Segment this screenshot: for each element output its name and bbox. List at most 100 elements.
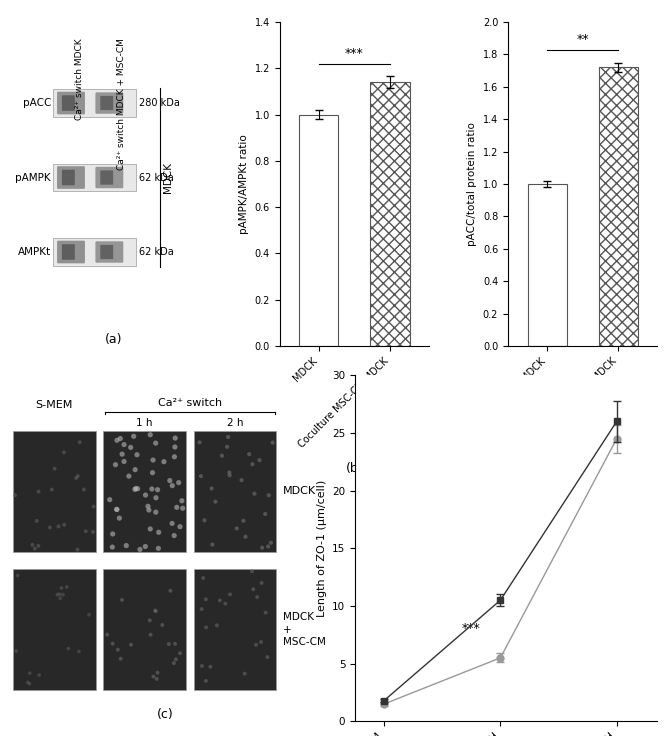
Point bbox=[117, 448, 127, 460]
Point bbox=[131, 449, 142, 461]
Bar bbox=[599, 68, 638, 346]
Point bbox=[196, 470, 207, 482]
FancyBboxPatch shape bbox=[96, 167, 124, 188]
Point bbox=[214, 595, 225, 606]
Point bbox=[150, 604, 161, 616]
Point bbox=[152, 667, 163, 679]
Point bbox=[56, 582, 67, 594]
Point bbox=[112, 503, 122, 515]
Point bbox=[121, 539, 131, 551]
FancyBboxPatch shape bbox=[96, 241, 124, 263]
Point bbox=[143, 504, 154, 516]
Point bbox=[205, 661, 216, 673]
Bar bbox=[371, 82, 410, 346]
Point bbox=[72, 470, 83, 482]
Point bbox=[220, 598, 230, 609]
Point bbox=[29, 542, 40, 554]
Point bbox=[147, 467, 158, 478]
Bar bbox=[527, 184, 566, 346]
Point bbox=[167, 480, 177, 492]
Point bbox=[252, 591, 262, 603]
Text: pAMPK: pAMPK bbox=[15, 172, 51, 183]
Point bbox=[147, 483, 157, 495]
Point bbox=[194, 436, 205, 448]
Point bbox=[112, 644, 123, 656]
Text: (b): (b) bbox=[574, 462, 592, 475]
Point bbox=[224, 467, 234, 478]
Point bbox=[256, 636, 266, 648]
Bar bbox=[194, 431, 276, 552]
Y-axis label: pAMPK/AMPKt ratio: pAMPK/AMPKt ratio bbox=[239, 134, 249, 234]
Point bbox=[232, 523, 242, 534]
Point bbox=[145, 629, 156, 640]
FancyBboxPatch shape bbox=[57, 92, 85, 114]
Point bbox=[216, 450, 227, 461]
Text: 2 h: 2 h bbox=[227, 418, 244, 428]
Point bbox=[240, 531, 251, 542]
Point bbox=[31, 515, 42, 527]
Point bbox=[80, 526, 91, 537]
Point bbox=[165, 585, 176, 597]
Point bbox=[240, 668, 250, 679]
Point bbox=[25, 668, 35, 679]
FancyBboxPatch shape bbox=[62, 170, 75, 185]
Point bbox=[104, 494, 115, 506]
Point bbox=[11, 645, 21, 657]
FancyBboxPatch shape bbox=[62, 244, 75, 260]
Point bbox=[177, 495, 187, 506]
Point bbox=[238, 515, 249, 527]
Point bbox=[251, 639, 262, 651]
Bar bbox=[52, 164, 136, 191]
Point bbox=[24, 678, 35, 690]
Text: MDCK: MDCK bbox=[283, 486, 316, 496]
Text: pACC: pACC bbox=[23, 98, 51, 108]
Point bbox=[34, 669, 44, 681]
Point bbox=[112, 434, 122, 446]
Text: 1 h: 1 h bbox=[137, 418, 153, 428]
Text: S-MEM: S-MEM bbox=[36, 400, 73, 410]
Point bbox=[151, 492, 161, 503]
Bar bbox=[104, 431, 186, 552]
Point bbox=[53, 520, 64, 532]
Text: MDCK: MDCK bbox=[163, 162, 173, 193]
Point bbox=[119, 456, 129, 467]
Point bbox=[13, 570, 23, 581]
Point bbox=[114, 512, 125, 524]
Point bbox=[33, 540, 44, 552]
Point bbox=[224, 470, 235, 481]
Point bbox=[44, 522, 55, 534]
Point bbox=[140, 541, 151, 553]
Point bbox=[197, 660, 207, 672]
Point bbox=[140, 489, 151, 501]
Point bbox=[159, 456, 169, 467]
Point bbox=[10, 489, 21, 501]
FancyBboxPatch shape bbox=[100, 171, 113, 185]
Y-axis label: pACC/total protein ratio: pACC/total protein ratio bbox=[467, 122, 477, 246]
Text: ***: *** bbox=[462, 622, 481, 634]
Point bbox=[222, 441, 232, 453]
Bar bbox=[52, 238, 136, 266]
Bar bbox=[52, 89, 136, 117]
Point bbox=[169, 657, 179, 669]
Point bbox=[102, 629, 112, 640]
Point bbox=[112, 503, 122, 515]
Point bbox=[125, 442, 136, 453]
Text: (a): (a) bbox=[105, 333, 122, 346]
Point bbox=[263, 541, 274, 553]
Point bbox=[132, 483, 143, 495]
Point bbox=[246, 565, 257, 577]
FancyBboxPatch shape bbox=[57, 166, 85, 189]
Point bbox=[169, 441, 180, 453]
Point bbox=[145, 615, 155, 626]
Bar bbox=[194, 569, 276, 690]
Point bbox=[210, 496, 220, 508]
Point bbox=[88, 500, 99, 512]
Point bbox=[52, 589, 62, 601]
Point bbox=[119, 439, 129, 450]
Point bbox=[173, 477, 184, 489]
Bar bbox=[104, 569, 186, 690]
Point bbox=[175, 521, 185, 533]
Point bbox=[49, 463, 60, 475]
Text: ***: *** bbox=[345, 47, 364, 60]
Point bbox=[148, 670, 159, 682]
